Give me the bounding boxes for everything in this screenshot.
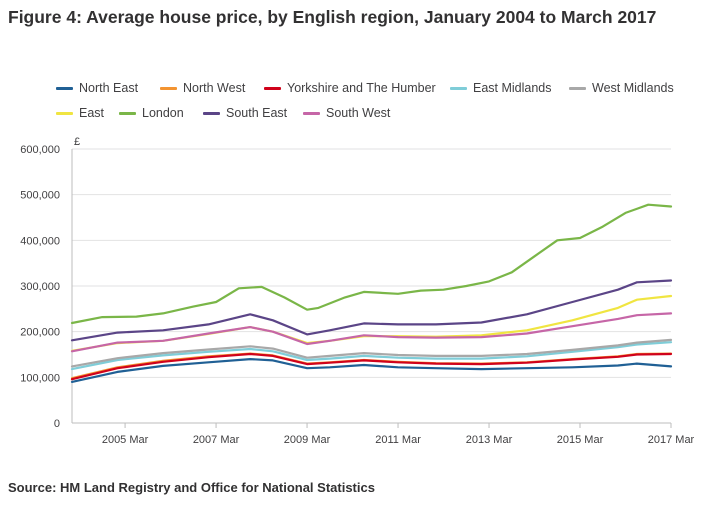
- legend-swatch-north-west: [160, 86, 177, 90]
- legend-label-west-midlands: West Midlands: [592, 81, 674, 95]
- x-tick-label: 2005 Mar: [102, 434, 149, 446]
- legend-swatch-yorkshire: [264, 86, 281, 90]
- legend-row-2: East London South East South West: [56, 106, 706, 131]
- y-tick-label: 0: [54, 418, 60, 430]
- legend-swatch-north-east: [56, 86, 73, 90]
- legend-label-east-midlands: East Midlands: [473, 81, 552, 95]
- line-chart: 0 100,000 200,000 300,000 400,000 500,000 600,…: [20, 136, 695, 446]
- legend-label-north-west: North West: [183, 81, 246, 95]
- series-line-south-east: [70, 279, 673, 342]
- series-line-london: [70, 203, 673, 325]
- x-tick-label: 2007 Mar: [193, 434, 240, 446]
- legend-item-south-west[interactable]: South West: [303, 106, 390, 120]
- x-tick-label: 2011 Mar: [375, 434, 421, 446]
- legend-label-london: London: [142, 106, 184, 120]
- y-tick-label: 100,000: [20, 372, 60, 384]
- legend-label-yorkshire: Yorkshire and The Humber: [287, 81, 436, 95]
- chart-source: Source: HM Land Registry and Office for …: [8, 480, 375, 495]
- legend-swatch-south-west: [303, 111, 320, 115]
- legend-swatch-east: [56, 111, 73, 115]
- legend-item-north-west[interactable]: North West: [160, 81, 245, 95]
- legend-item-south-east[interactable]: South East: [203, 106, 287, 120]
- y-tick-label: 600,000: [20, 144, 60, 156]
- legend-item-west-midlands[interactable]: West Midlands: [569, 81, 674, 95]
- legend-swatch-london: [119, 111, 136, 115]
- series-line-west-midlands: [70, 338, 673, 368]
- legend-label-east: East: [79, 106, 105, 120]
- legend-item-london[interactable]: London: [119, 106, 184, 120]
- series-line-east-midlands: [70, 341, 673, 371]
- legend-swatch-east-midlands: [450, 86, 467, 90]
- y-tick-label: 400,000: [20, 235, 60, 247]
- y-tick-label: 200,000: [20, 327, 60, 339]
- legend-row-1: North East North West Yorkshire and The …: [56, 81, 706, 106]
- series-line-yorkshire-and-the-humber: [70, 352, 673, 381]
- legend-item-east-midlands[interactable]: East Midlands: [450, 81, 552, 95]
- legend-item-east[interactable]: East: [56, 106, 104, 120]
- y-tick-label: 300,000: [20, 281, 60, 293]
- x-tick-label: 2017 Mar: [648, 434, 695, 446]
- legend-label-north-east: North East: [79, 81, 139, 95]
- legend-item-yorkshire[interactable]: Yorkshire and The Humber: [264, 81, 436, 95]
- x-tick-label: 2009 Mar: [284, 434, 331, 446]
- series-line-south-west: [70, 312, 673, 353]
- legend-label-south-east: South East: [226, 106, 288, 120]
- x-tick-label: 2015 Mar: [557, 434, 604, 446]
- legend-label-south-west: South West: [326, 106, 391, 120]
- legend-item-north-east[interactable]: North East: [56, 81, 138, 95]
- legend-swatch-west-midlands: [569, 86, 586, 90]
- chart-title: Figure 4: Average house price, by Englis…: [8, 7, 657, 27]
- y-tick-label: 500,000: [20, 190, 60, 202]
- x-tick-label: 2013 Mar: [466, 434, 513, 446]
- legend-swatch-south-east: [203, 111, 220, 115]
- chart-legend: North East North West Yorkshire and The …: [56, 81, 706, 131]
- series-line-north-east: [70, 358, 673, 383]
- y-axis-label: £: [74, 136, 80, 148]
